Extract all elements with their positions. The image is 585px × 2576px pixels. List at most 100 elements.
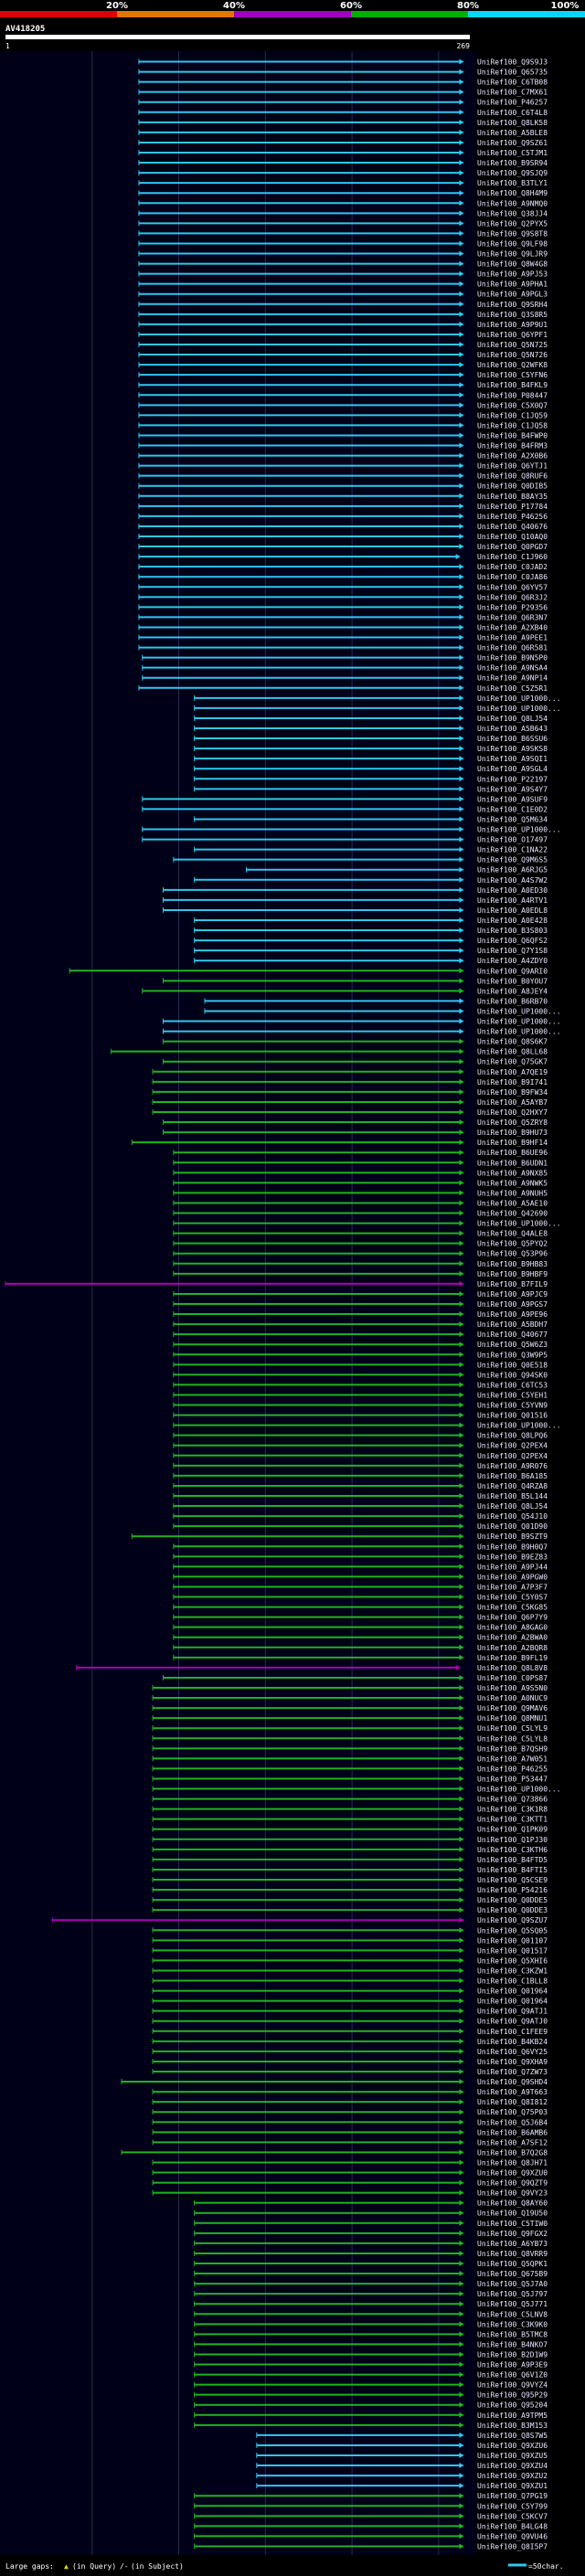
hit-label[interactable]: UniRef100_UP1000... bbox=[477, 705, 561, 713]
hit-label[interactable]: UniRef100_B4FTD5 bbox=[477, 1856, 548, 1864]
hit-label[interactable]: UniRef100_B9EZ83 bbox=[477, 1553, 548, 1561]
hit-label[interactable]: UniRef100_A9P3E9 bbox=[477, 2361, 548, 2369]
hit-label[interactable]: UniRef100_C5KCV7 bbox=[477, 2512, 548, 2520]
hit-label[interactable]: UniRef100_C5YEH1 bbox=[477, 1391, 548, 1399]
hit-label[interactable]: UniRef100_Q9SZU7 bbox=[477, 1916, 548, 1924]
hit-label[interactable]: UniRef100_UP1000... bbox=[477, 694, 561, 703]
hit-label[interactable]: UniRef100_C5LNV8 bbox=[477, 2310, 548, 2318]
hit-label[interactable]: UniRef100_P08447 bbox=[477, 391, 548, 399]
hit-label[interactable]: UniRef100_Q8RUF6 bbox=[477, 472, 548, 481]
hit-label[interactable]: UniRef100_C6TB08 bbox=[477, 79, 548, 87]
hit-label[interactable]: UniRef100_B7FIL9 bbox=[477, 1280, 548, 1288]
hit-label[interactable]: UniRef100_A9PGS7 bbox=[477, 1300, 548, 1309]
hit-label[interactable]: UniRef100_B6A185 bbox=[477, 1472, 548, 1480]
hit-label[interactable]: UniRef100_A4ZDY0 bbox=[477, 957, 548, 965]
hit-label[interactable]: UniRef100_A9PJ44 bbox=[477, 1563, 548, 1571]
hit-label[interactable]: UniRef100_Q54J10 bbox=[477, 1512, 548, 1521]
hit-label[interactable]: UniRef100_Q01D90 bbox=[477, 1522, 548, 1531]
hit-label[interactable]: UniRef100_B9HU73 bbox=[477, 1129, 548, 1137]
hit-label[interactable]: UniRef100_A2XB40 bbox=[477, 623, 548, 631]
hit-label[interactable]: UniRef100_A5AE10 bbox=[477, 1199, 548, 1207]
hit-label[interactable]: UniRef100_B6SSU6 bbox=[477, 735, 548, 743]
hit-label[interactable]: UniRef100_O17497 bbox=[477, 836, 548, 844]
hit-label[interactable]: UniRef100_C3K9K0 bbox=[477, 2320, 548, 2328]
hit-label[interactable]: UniRef100_Q5PYQ2 bbox=[477, 1240, 548, 1248]
hit-label[interactable]: UniRef100_Q8I5P7 bbox=[477, 2542, 548, 2550]
hit-label[interactable]: UniRef100_UP1000... bbox=[477, 1220, 561, 1228]
hit-label[interactable]: UniRef100_UP1000... bbox=[477, 1018, 561, 1026]
hit-label[interactable]: UniRef100_Q9SJQ9 bbox=[477, 169, 548, 177]
hit-label[interactable]: UniRef100_A9NWK5 bbox=[477, 1179, 548, 1187]
hit-label[interactable]: UniRef100_Q9LJR9 bbox=[477, 250, 548, 259]
hit-label[interactable]: UniRef100_Q6QFS2 bbox=[477, 937, 548, 945]
hit-label[interactable]: UniRef100_Q95P29 bbox=[477, 2391, 548, 2400]
hit-label[interactable]: UniRef100_P46256 bbox=[477, 513, 548, 521]
hit-label[interactable]: UniRef100_C5TIW0 bbox=[477, 2220, 548, 2228]
hit-label[interactable]: UniRef100_Q7Y1S8 bbox=[477, 947, 548, 955]
hit-label[interactable]: UniRef100_Q6YPF1 bbox=[477, 331, 548, 339]
hit-label[interactable]: UniRef100_Q0PGD7 bbox=[477, 543, 548, 551]
hit-label[interactable]: UniRef100_Q9SRH4 bbox=[477, 301, 548, 309]
hit-label[interactable]: UniRef100_Q5M634 bbox=[477, 815, 548, 823]
hit-label[interactable]: UniRef100_B3M153 bbox=[477, 2422, 548, 2430]
hit-label[interactable]: UniRef100_Q75GK7 bbox=[477, 1058, 548, 1066]
hit-label[interactable]: UniRef100_C5YFN6 bbox=[477, 371, 548, 379]
hit-label[interactable]: UniRef100_C1JQ59 bbox=[477, 411, 548, 419]
hit-label[interactable]: UniRef100_C5YVN9 bbox=[477, 1402, 548, 1410]
hit-label[interactable]: UniRef100_C6TC53 bbox=[477, 1381, 548, 1389]
hit-label[interactable]: UniRef100_C3KTH6 bbox=[477, 1846, 548, 1854]
hit-label[interactable]: UniRef100_A9NX85 bbox=[477, 1169, 548, 1177]
hit-label[interactable]: UniRef100_Q9S9J3 bbox=[477, 58, 548, 67]
hit-label[interactable]: UniRef100_A9P9U1 bbox=[477, 321, 548, 329]
hit-label[interactable]: UniRef100_B6RB70 bbox=[477, 997, 548, 1005]
hit-label[interactable]: UniRef100_Q38JJ4 bbox=[477, 209, 548, 217]
hit-label[interactable]: UniRef100_A9PE96 bbox=[477, 1310, 548, 1319]
hit-label[interactable]: UniRef100_Q9XZU0 bbox=[477, 2169, 548, 2178]
hit-label[interactable]: UniRef100_A7P3F7 bbox=[477, 1583, 548, 1591]
hit-label[interactable]: UniRef100_B9FL19 bbox=[477, 1654, 548, 1662]
hit-label[interactable]: UniRef100_B4FWP0 bbox=[477, 431, 548, 440]
hit-label[interactable]: UniRef100_A9NSA4 bbox=[477, 664, 548, 673]
hit-label[interactable]: UniRef100_A9PGL3 bbox=[477, 291, 548, 299]
hit-label[interactable]: UniRef100_A6RJG5 bbox=[477, 866, 548, 875]
hit-label[interactable]: UniRef100_Q9VY23 bbox=[477, 2189, 548, 2198]
hit-label[interactable]: UniRef100_Q94SK0 bbox=[477, 1371, 548, 1379]
hit-label[interactable]: UniRef100_C5Z5R1 bbox=[477, 684, 548, 693]
hit-label[interactable]: UniRef100_A9PHA1 bbox=[477, 281, 548, 289]
hit-label[interactable]: UniRef100_Q2HXY7 bbox=[477, 1108, 548, 1117]
hit-label[interactable]: UniRef100_Q8AY60 bbox=[477, 2200, 548, 2208]
hit-label[interactable]: UniRef100_A8GAG0 bbox=[477, 1624, 548, 1632]
hit-label[interactable]: UniRef100_Q2PEX4 bbox=[477, 1442, 548, 1450]
hit-label[interactable]: UniRef100_Q10AQ0 bbox=[477, 533, 548, 541]
hit-label[interactable]: UniRef100_Q9S8T8 bbox=[477, 229, 548, 238]
hit-label[interactable]: UniRef100_A9PJ53 bbox=[477, 270, 548, 279]
hit-label[interactable]: UniRef100_Q9ARI0 bbox=[477, 967, 548, 975]
hit-label[interactable]: UniRef100_Q9XZU2 bbox=[477, 2472, 548, 2480]
hit-label[interactable]: UniRef100_B9HB83 bbox=[477, 1260, 548, 1268]
hit-label[interactable]: UniRef100_Q2PYX5 bbox=[477, 219, 548, 228]
hit-label[interactable]: UniRef100_A0E428 bbox=[477, 917, 548, 925]
hit-label[interactable]: UniRef100_Q5SQ05 bbox=[477, 1926, 548, 1935]
hit-label[interactable]: UniRef100_Q675B9 bbox=[477, 2270, 548, 2278]
hit-label[interactable]: UniRef100_P54216 bbox=[477, 1886, 548, 1894]
hit-label[interactable]: UniRef100_A0EDL8 bbox=[477, 906, 548, 915]
hit-label[interactable]: UniRef100_P29356 bbox=[477, 603, 548, 611]
hit-label[interactable]: UniRef100_B9I741 bbox=[477, 1078, 548, 1087]
hit-label[interactable]: UniRef100_Q9SZ61 bbox=[477, 139, 548, 147]
hit-label[interactable]: UniRef100_A9PJC9 bbox=[477, 1290, 548, 1299]
hit-label[interactable]: UniRef100_UP1000... bbox=[477, 826, 561, 834]
hit-label[interactable]: UniRef100_Q9XZU1 bbox=[477, 2482, 548, 2490]
hit-label[interactable]: UniRef100_A9PGW0 bbox=[477, 1573, 548, 1581]
hit-label[interactable]: UniRef100_A9SQI1 bbox=[477, 755, 548, 763]
hit-label[interactable]: UniRef100_B0YOU7 bbox=[477, 977, 548, 985]
hit-label[interactable]: UniRef100_B7Q2G8 bbox=[477, 2148, 548, 2157]
hit-label[interactable]: UniRef100_A0ED30 bbox=[477, 886, 548, 895]
hit-label[interactable]: UniRef100_Q40677 bbox=[477, 1330, 548, 1339]
hit-label[interactable]: UniRef100_A9NUH5 bbox=[477, 1189, 548, 1197]
hit-label[interactable]: UniRef100_Q2PEX4 bbox=[477, 1452, 548, 1460]
hit-label[interactable]: UniRef100_B4KB24 bbox=[477, 2038, 548, 2046]
hit-label[interactable]: UniRef100_A4RTV1 bbox=[477, 896, 548, 905]
hit-label[interactable]: UniRef100_B9SR94 bbox=[477, 159, 548, 167]
hit-label[interactable]: UniRef100_Q8LPQ6 bbox=[477, 1432, 548, 1440]
hit-label[interactable]: UniRef100_Q4RZA8 bbox=[477, 1482, 548, 1490]
